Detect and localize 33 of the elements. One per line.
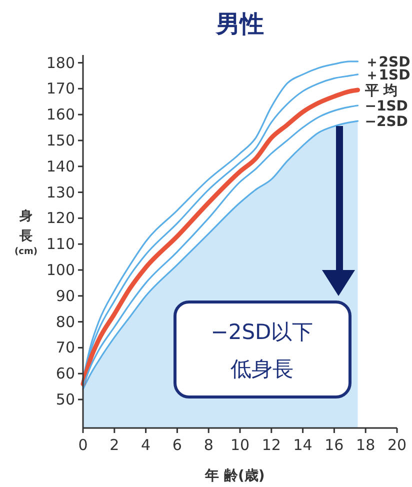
y-tick-label: 130 [46, 183, 75, 202]
x-axis-title: 年 齢(歳) [204, 468, 265, 484]
x-tick-label: 18 [356, 436, 376, 454]
series-label: −2SD [364, 114, 408, 130]
x-tick-label: 0 [78, 436, 88, 454]
y-tick-label: 180 [46, 54, 75, 72]
series-label: 平 均 [364, 82, 398, 99]
y-tick-label: 50 [56, 390, 75, 409]
series-label: −1SD [364, 98, 408, 115]
y-tick-label: 160 [46, 106, 75, 124]
annotation: 低身長 [230, 357, 294, 381]
x-tick-label: 6 [172, 436, 182, 454]
x-tick-label: 14 [293, 436, 312, 454]
x-tick-label: 8 [204, 436, 214, 454]
x-tick-label: 4 [141, 436, 151, 454]
x-tick-label: 20 [387, 436, 407, 454]
y-tick-label: 100 [46, 260, 75, 279]
y-tick-label: 120 [46, 209, 75, 228]
x-tick-label: 2 [110, 436, 120, 454]
x-tick-label: 12 [262, 436, 281, 454]
y-tick-label: 140 [46, 157, 75, 176]
annotation: −2SD以下 [210, 320, 314, 344]
y-tick-label: 90 [56, 286, 75, 305]
y-tick-label: 150 [46, 131, 75, 150]
x-tick-label: 16 [324, 436, 344, 454]
x-tick-label: 10 [230, 436, 250, 454]
y-tick-label: 80 [56, 312, 75, 331]
y-tick-label: 170 [46, 80, 75, 98]
y-tick-label: 110 [46, 235, 75, 254]
y-axis-title: 身長(cm) [14, 209, 38, 257]
y-tick-label: 60 [56, 364, 75, 383]
y-tick-label: 70 [56, 338, 75, 357]
chart-title: 男性 [215, 10, 264, 38]
